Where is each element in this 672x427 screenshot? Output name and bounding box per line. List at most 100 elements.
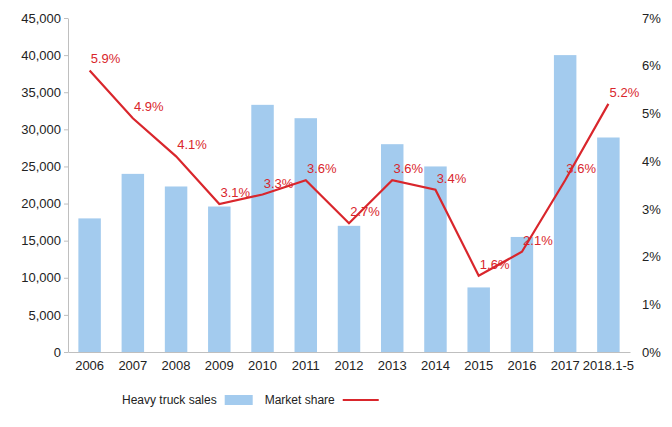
y2-tick: 0% xyxy=(630,345,661,360)
y-tick-mark xyxy=(64,129,68,130)
x-tick: 2015 xyxy=(464,352,493,373)
y2-tick: 1% xyxy=(630,297,661,312)
y-tick: 5,000 xyxy=(28,308,68,323)
x-tick-label: 2008 xyxy=(162,358,191,373)
y-tick: 25,000 xyxy=(21,159,68,174)
y-tick-label: 15,000 xyxy=(21,233,61,248)
y2-tick-label: 6% xyxy=(642,58,661,73)
x-axis-line xyxy=(69,352,631,353)
y2-tick-label: 2% xyxy=(642,249,661,264)
data-label: 3.6% xyxy=(393,161,423,176)
y2-tick-label: 5% xyxy=(642,106,661,121)
x-tick-label: 2006 xyxy=(75,358,104,373)
y-tick-label: 10,000 xyxy=(21,270,61,285)
x-tick: 2012 xyxy=(335,352,364,373)
x-tick-label: 2014 xyxy=(421,358,450,373)
data-label: 2.1% xyxy=(523,233,553,248)
y-tick-label: 25,000 xyxy=(21,159,61,174)
legend: Heavy truck sales Market share xyxy=(122,393,379,407)
y2-tick-label: 3% xyxy=(642,202,661,217)
x-tick: 2011 xyxy=(292,352,320,373)
data-label: 5.2% xyxy=(610,85,640,100)
x-tick: 2016 xyxy=(507,352,536,373)
x-tick-label: 2017 xyxy=(551,358,580,373)
x-tick: 2006 xyxy=(75,352,104,373)
y2-axis: 0% 1% 2% 3% 4% 5% 6% 7% xyxy=(630,11,661,360)
y2-tick: 5% xyxy=(630,106,661,121)
bar xyxy=(251,105,273,352)
y-tick-mark xyxy=(64,18,68,19)
chart: 0 5,000 10,000 15,000 20,000 25,000 30,000 35,0… xyxy=(0,0,672,427)
y-tick: 0 xyxy=(54,345,68,360)
x-tick-label: 2016 xyxy=(507,358,536,373)
y2-tick-label: 7% xyxy=(642,11,661,26)
y-tick: 40,000 xyxy=(21,48,68,63)
bar xyxy=(424,166,446,352)
y-tick-mark xyxy=(64,92,68,93)
x-tick-label: 2012 xyxy=(335,358,364,373)
y-tick-label: 45,000 xyxy=(21,11,61,26)
y-tick: 35,000 xyxy=(21,85,68,100)
x-tick-label: 2009 xyxy=(205,358,234,373)
marks xyxy=(78,55,619,352)
y-tick: 45,000 xyxy=(21,11,68,26)
bar xyxy=(295,118,317,352)
y-tick-label: 40,000 xyxy=(21,48,61,63)
y2-tick-label: 4% xyxy=(642,154,661,169)
plot: 0 5,000 10,000 15,000 20,000 25,000 30,000 35,0… xyxy=(21,11,661,374)
data-label: 4.9% xyxy=(134,99,164,114)
legend-label: Heavy truck sales xyxy=(122,393,217,407)
x-tick: 2013 xyxy=(378,352,407,373)
bar xyxy=(165,186,187,352)
data-labels: 5.9%4.9%4.1%3.1%3.3%3.6%2.7%3.6%3.4%1.6%… xyxy=(91,51,640,271)
x-tick-label: 2013 xyxy=(378,358,407,373)
y-axis: 0 5,000 10,000 15,000 20,000 25,000 30,000 35,0… xyxy=(21,11,68,360)
legend-label: Market share xyxy=(265,393,335,407)
y-tick-label: 0 xyxy=(54,345,61,360)
bar xyxy=(122,174,144,352)
y2-tick: 7% xyxy=(630,11,661,26)
y-tick-mark xyxy=(64,315,68,316)
y2-tick: 4% xyxy=(630,154,661,169)
data-label: 3.1% xyxy=(220,185,250,200)
y2-tick: 3% xyxy=(630,202,661,217)
bar xyxy=(554,55,576,352)
data-label: 1.6% xyxy=(480,257,510,272)
x-axis: 2006 2007 2008 2009 2010 2011 2012 2013 2014 2015… xyxy=(69,352,635,373)
data-label: 3.4% xyxy=(437,171,467,186)
y-tick-mark xyxy=(64,166,68,167)
y2-axis-line xyxy=(630,19,631,353)
x-tick: 2014 xyxy=(421,352,450,373)
y-tick: 15,000 xyxy=(21,233,68,248)
x-tick: 2010 xyxy=(248,352,277,373)
y2-tick: 2% xyxy=(630,249,661,264)
x-tick: 2017 xyxy=(551,352,580,373)
y-tick: 10,000 xyxy=(21,270,68,285)
data-label: 3.3% xyxy=(264,176,294,191)
x-tick-label: 2007 xyxy=(118,358,147,373)
data-label: 3.6% xyxy=(566,161,596,176)
x-tick: 2018.1-5 xyxy=(583,352,634,373)
x-tick-label: 2018.1-5 xyxy=(583,358,634,373)
y2-tick: 6% xyxy=(630,58,661,73)
bar xyxy=(78,218,100,352)
x-tick: 2009 xyxy=(205,352,234,373)
y2-tick-label: 1% xyxy=(642,297,661,312)
x-tick: 2007 xyxy=(118,352,147,373)
x-tick-label: 2010 xyxy=(248,358,277,373)
y2-tick-label: 0% xyxy=(642,345,661,360)
y-tick-mark xyxy=(64,241,68,242)
y-tick-mark xyxy=(64,278,68,279)
y-tick-label: 30,000 xyxy=(21,122,61,137)
bar xyxy=(467,287,489,352)
y-tick-label: 20,000 xyxy=(21,196,61,211)
bar xyxy=(338,226,360,352)
bar xyxy=(208,207,230,352)
x-tick-label: 2015 xyxy=(464,358,493,373)
bar xyxy=(597,137,619,352)
y-tick: 30,000 xyxy=(21,122,68,137)
data-label: 4.1% xyxy=(177,137,207,152)
x-tick-label: 2011 xyxy=(292,358,320,373)
y-tick-mark xyxy=(64,55,68,56)
y-tick-label: 5,000 xyxy=(28,308,61,323)
